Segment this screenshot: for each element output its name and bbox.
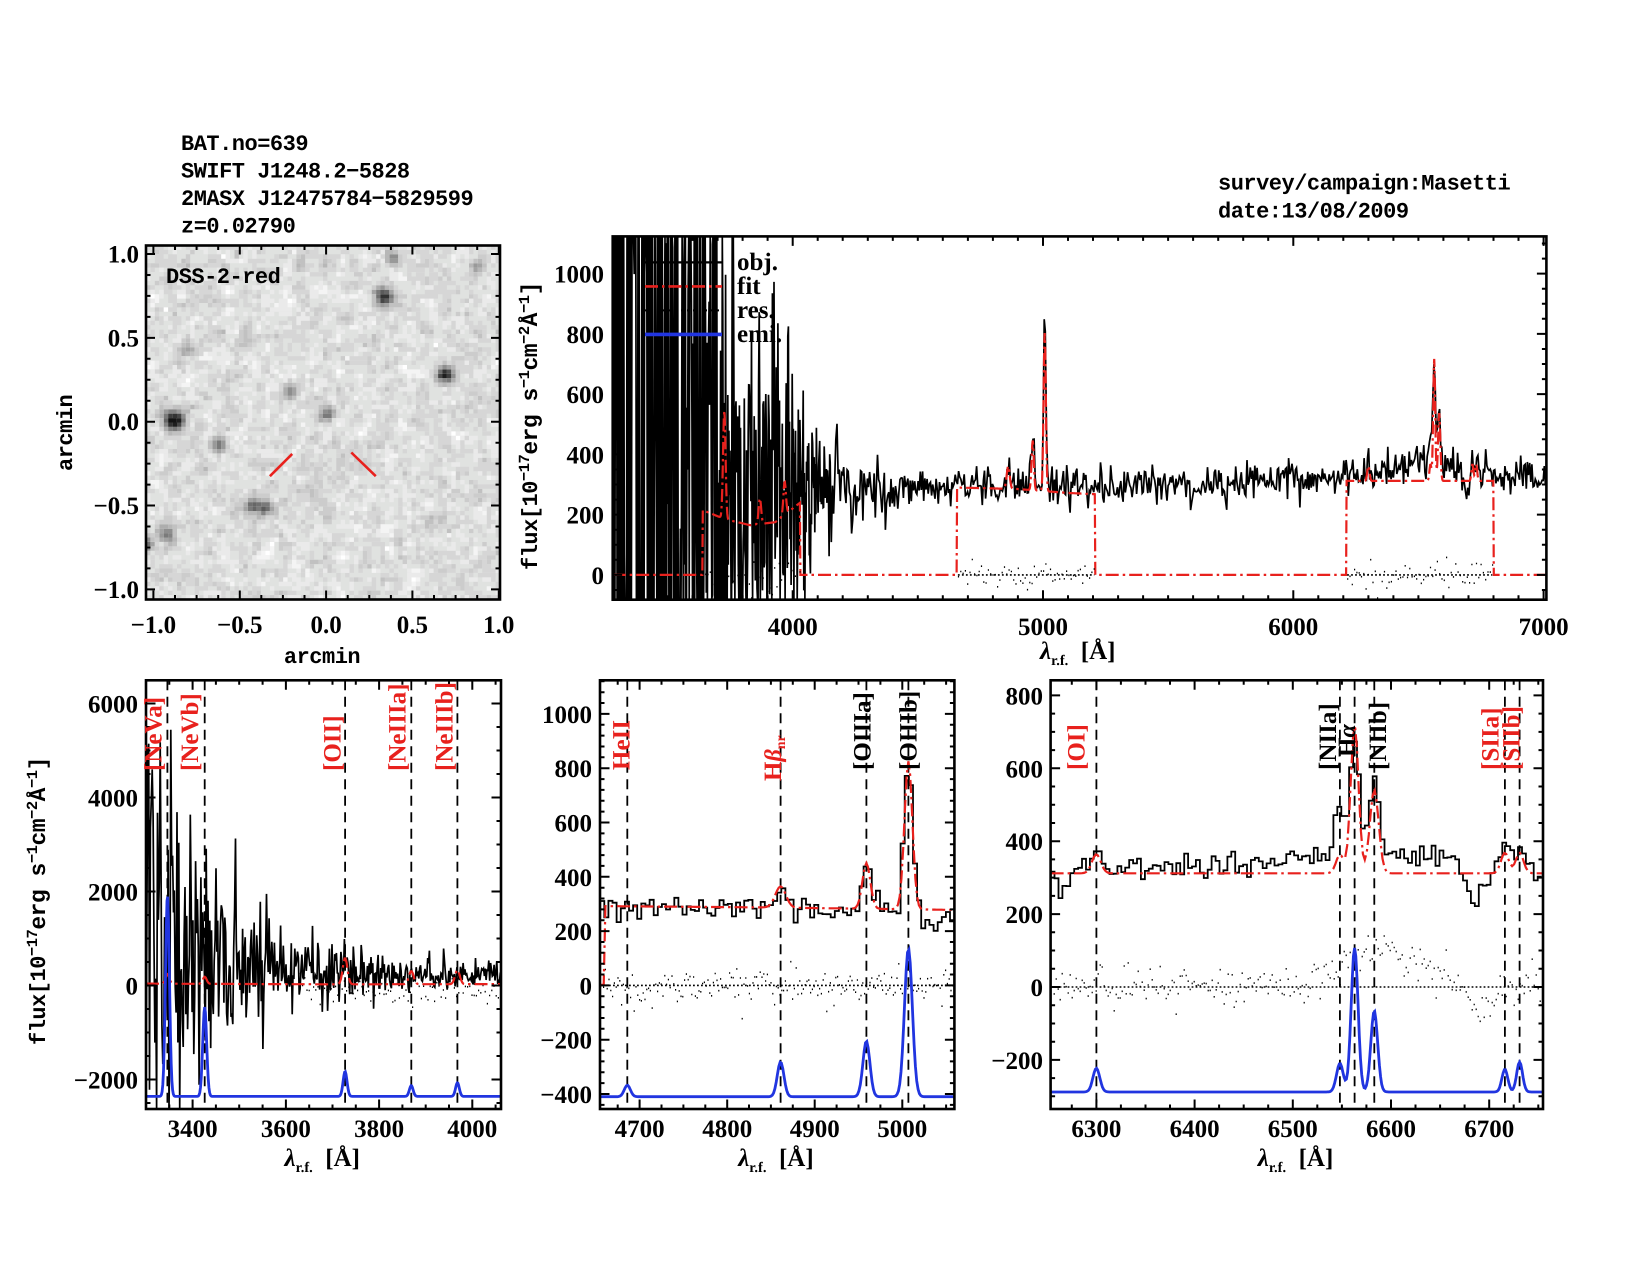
svg-text:flux[10−17erg s−1cm−2Å−1]: flux[10−17erg s−1cm−2Å−1]	[516, 282, 544, 570]
svg-text:6500: 6500	[1268, 1116, 1318, 1143]
svg-text:fit: fit	[737, 273, 761, 300]
svg-text:DSS-2-red: DSS-2-red	[166, 265, 280, 290]
svg-text:400: 400	[567, 442, 605, 469]
svg-text:z=0.02790: z=0.02790	[181, 215, 295, 240]
svg-text:200: 200	[555, 919, 593, 946]
svg-text:0: 0	[126, 974, 139, 1001]
svg-text:[NeVa]: [NeVa]	[141, 697, 168, 771]
svg-text:5000: 5000	[877, 1116, 927, 1143]
svg-text:600: 600	[1006, 756, 1044, 783]
svg-text:[OIIIb]: [OIIIb]	[896, 691, 923, 770]
svg-text:6000: 6000	[88, 692, 138, 719]
svg-text:600: 600	[555, 811, 593, 838]
svg-text:6000: 6000	[1268, 614, 1318, 641]
svg-text:λr.f. [Å]: λr.f. [Å]	[1039, 638, 1116, 669]
svg-text:arcmin: arcmin	[54, 395, 79, 471]
svg-text:λr.f. [Å]: λr.f. [Å]	[284, 1145, 361, 1176]
svg-text:flux[10−17erg s−1cm−2Å−1]: flux[10−17erg s−1cm−2Å−1]	[24, 757, 52, 1045]
svg-text:6600: 6600	[1366, 1116, 1416, 1143]
svg-text:λr.f. [Å]: λr.f. [Å]	[737, 1145, 814, 1176]
svg-text:[OIIIa]: [OIIIa]	[850, 692, 877, 770]
svg-text:[SIIa]: [SIIa]	[1478, 707, 1505, 770]
svg-text:Hβnr: Hβnr	[760, 735, 789, 781]
svg-text:[OII]: [OII]	[319, 715, 346, 771]
svg-text:4900: 4900	[790, 1116, 840, 1143]
svg-text:4800: 4800	[702, 1116, 752, 1143]
svg-text:4000: 4000	[768, 614, 818, 641]
svg-text:[SIIb]: [SIIb]	[1499, 706, 1526, 770]
svg-text:6700: 6700	[1464, 1116, 1514, 1143]
svg-text:1.0: 1.0	[483, 612, 514, 639]
svg-text:res.: res.	[737, 297, 775, 324]
svg-text:−1.0: −1.0	[131, 612, 177, 639]
svg-text:−0.5: −0.5	[217, 612, 263, 639]
svg-text:3600: 3600	[261, 1116, 311, 1143]
svg-text:1000: 1000	[542, 702, 592, 729]
svg-text:0: 0	[580, 973, 593, 1000]
svg-text:date:13/08/2009: date:13/08/2009	[1218, 199, 1409, 224]
svg-text:SWIFT J1248.2−5828: SWIFT J1248.2−5828	[181, 160, 410, 185]
svg-text:0: 0	[592, 563, 605, 590]
svg-text:arcmin: arcmin	[284, 645, 360, 670]
svg-text:5000: 5000	[1018, 614, 1068, 641]
svg-text:HeII: HeII	[609, 720, 636, 770]
svg-text:600: 600	[567, 382, 605, 409]
svg-text:[NeIIIa]: [NeIIIa]	[385, 684, 412, 772]
svg-text:1000: 1000	[554, 262, 604, 289]
svg-text:3400: 3400	[168, 1116, 218, 1143]
svg-text:[NeVb]: [NeVb]	[177, 693, 204, 771]
svg-text:obj.: obj.	[737, 249, 778, 276]
svg-text:−400: −400	[540, 1082, 592, 1109]
svg-text:−200: −200	[991, 1048, 1043, 1075]
svg-text:4700: 4700	[615, 1116, 665, 1143]
svg-text:800: 800	[555, 756, 593, 783]
svg-text:400: 400	[555, 865, 593, 892]
svg-text:0: 0	[1031, 975, 1044, 1002]
svg-text:Hα: Hα	[1334, 724, 1361, 757]
svg-text:emi.: emi.	[737, 321, 782, 348]
svg-text:[NIIa]: [NIIa]	[1315, 703, 1342, 770]
svg-text:4000: 4000	[88, 786, 138, 813]
svg-text:7000: 7000	[1519, 614, 1569, 641]
svg-text:BAT.no=639: BAT.no=639	[181, 132, 308, 157]
svg-text:0.0: 0.0	[108, 409, 139, 436]
svg-text:800: 800	[567, 322, 605, 349]
svg-text:survey/campaign:Masetti: survey/campaign:Masetti	[1218, 171, 1510, 196]
svg-text:3800: 3800	[354, 1116, 404, 1143]
svg-text:[NeIIIb]: [NeIIIb]	[432, 682, 459, 771]
svg-text:[NIIb]: [NIIb]	[1365, 702, 1392, 770]
svg-text:−1.0: −1.0	[94, 577, 140, 604]
svg-text:0.0: 0.0	[310, 612, 341, 639]
svg-text:1.0: 1.0	[108, 242, 139, 269]
svg-text:[OI]: [OI]	[1064, 724, 1091, 770]
svg-text:0.5: 0.5	[108, 325, 139, 352]
svg-text:2MASX J12475784−5829599: 2MASX J12475784−5829599	[181, 187, 473, 212]
svg-text:−2000: −2000	[74, 1068, 138, 1095]
svg-text:0.5: 0.5	[397, 612, 428, 639]
svg-text:6400: 6400	[1170, 1116, 1220, 1143]
svg-text:−0.5: −0.5	[94, 493, 140, 520]
svg-text:2000: 2000	[88, 880, 138, 907]
svg-text:6300: 6300	[1071, 1116, 1121, 1143]
svg-text:λr.f. [Å]: λr.f. [Å]	[1257, 1145, 1334, 1176]
svg-text:800: 800	[1006, 683, 1044, 710]
svg-text:200: 200	[567, 503, 605, 530]
svg-text:400: 400	[1006, 829, 1044, 856]
svg-text:200: 200	[1006, 902, 1044, 929]
svg-text:−200: −200	[540, 1028, 592, 1055]
svg-text:4000: 4000	[447, 1116, 497, 1143]
